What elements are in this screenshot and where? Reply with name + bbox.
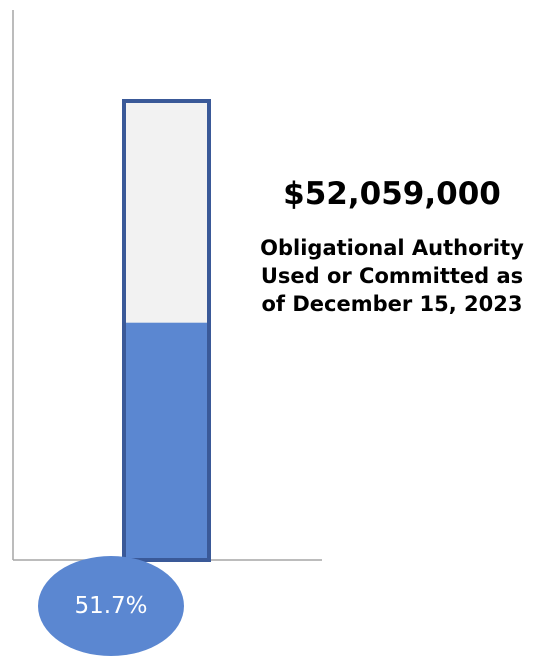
caption-line-1: Obligational Authority bbox=[260, 236, 524, 260]
percent-bubble: 51.7% bbox=[38, 556, 184, 656]
percent-label: 51.7% bbox=[74, 593, 148, 619]
obligated-amount: $52,059,000 bbox=[283, 176, 501, 212]
caption-line-3: of December 15, 2023 bbox=[261, 292, 523, 316]
amount-caption: Obligational Authority Used or Committed… bbox=[232, 234, 552, 318]
bar-outline bbox=[122, 99, 211, 562]
caption-line-2: Used or Committed as bbox=[260, 264, 524, 288]
bar-used-portion bbox=[124, 322, 209, 560]
